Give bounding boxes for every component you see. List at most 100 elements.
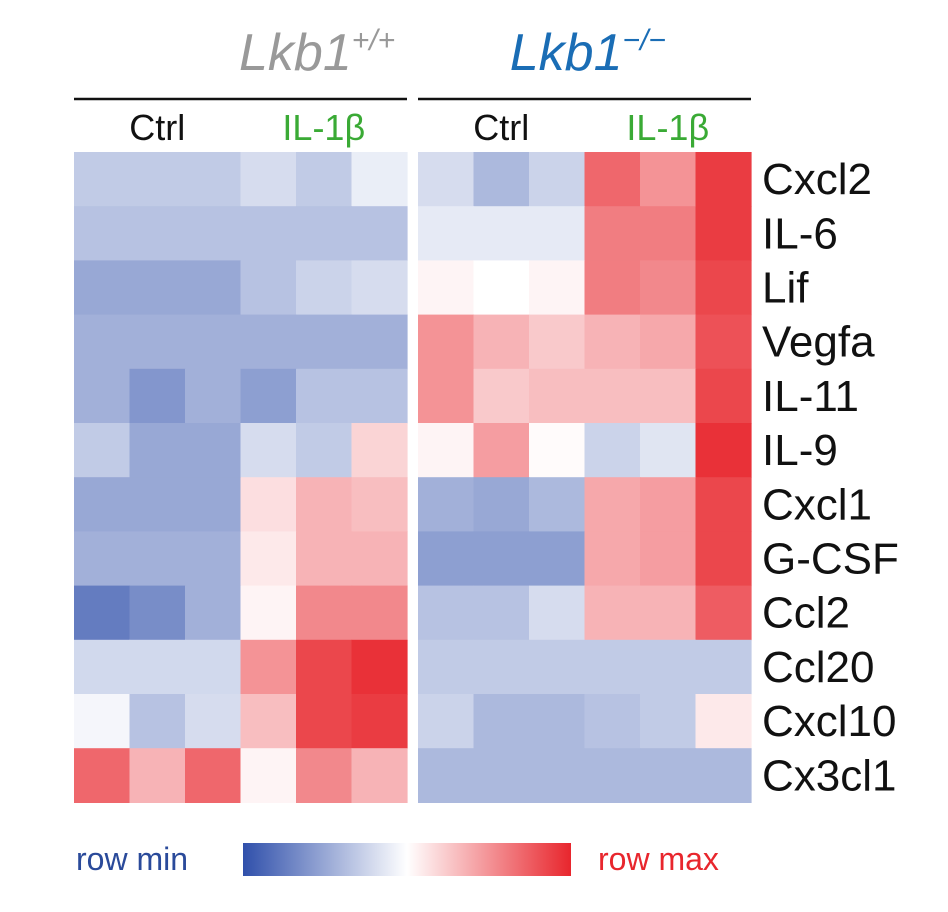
heatmap-cell xyxy=(240,152,297,207)
heatmap-cell xyxy=(296,368,353,424)
heatmap-cell xyxy=(640,477,697,532)
heatmap-cell xyxy=(74,694,131,749)
heatmap-cell xyxy=(473,423,530,478)
gene-label: Ccl2 xyxy=(762,589,850,638)
gene-label: Cxcl10 xyxy=(762,697,897,746)
heatmap-cell xyxy=(296,748,353,803)
heatmap-cell xyxy=(74,314,131,370)
gene-labels: Cxcl2 IL-6 Lif Vegfa IL-11 IL-9 Cxcl1 G-CSF Ccl2… xyxy=(762,155,899,800)
heatmap-cell xyxy=(529,531,586,587)
heatmap-cell xyxy=(640,585,697,641)
heatmap-cell xyxy=(240,314,297,370)
heatmap-cell xyxy=(584,314,641,370)
heatmap-cell xyxy=(129,585,186,641)
gene-label: Lif xyxy=(762,264,809,313)
heatmap-cell xyxy=(296,423,353,478)
heatmap-cell xyxy=(351,585,408,641)
heatmap-cell xyxy=(129,423,186,478)
heatmap-cell xyxy=(418,477,475,532)
heatmap-cell xyxy=(129,152,186,207)
heatmap-cell xyxy=(584,694,641,749)
heatmap-cell xyxy=(695,477,752,532)
heatmap-cell xyxy=(129,260,186,316)
group-title: Lkb1+/+ xyxy=(239,24,395,82)
heatmap-cell xyxy=(185,531,242,587)
heatmap-cell xyxy=(695,694,752,749)
heatmap-cell xyxy=(418,531,475,587)
heatmap-cell xyxy=(240,260,297,316)
gene-label: IL-9 xyxy=(762,426,838,475)
heatmap-cell xyxy=(695,531,752,587)
heatmap-cell xyxy=(418,423,475,478)
condition-label: IL-1β xyxy=(282,107,365,148)
heatmap-cell xyxy=(640,314,697,370)
heatmap-cell xyxy=(74,152,131,207)
heatmap-cell xyxy=(529,694,586,749)
heatmap-cell xyxy=(240,748,297,803)
heatmap-cell xyxy=(185,694,242,749)
heatmap-cell xyxy=(695,639,752,695)
heatmap-cell xyxy=(418,260,475,316)
heatmap-cell xyxy=(418,639,475,695)
heatmap-cell xyxy=(351,423,408,478)
heatmap-cell xyxy=(640,260,697,316)
heatmap-cell xyxy=(418,152,475,207)
heatmap-cells xyxy=(74,152,752,803)
heatmap-cell xyxy=(473,152,530,207)
heatmap-cell xyxy=(129,694,186,749)
heatmap-cell xyxy=(74,477,131,532)
heatmap-cell xyxy=(529,152,586,207)
heatmap-cell xyxy=(473,314,530,370)
heatmap-cell xyxy=(695,748,752,803)
heatmap-cell xyxy=(640,748,697,803)
heatmap-cell xyxy=(185,314,242,370)
heatmap-cell xyxy=(240,423,297,478)
gene-label: G-CSF xyxy=(762,535,899,584)
heatmap-cell xyxy=(351,152,408,207)
heatmap-cell xyxy=(74,368,131,424)
heatmap-cell xyxy=(240,639,297,695)
heatmap-cell xyxy=(129,639,186,695)
heatmap-cell xyxy=(351,639,408,695)
heatmap-cell xyxy=(185,368,242,424)
heatmap-cell xyxy=(473,694,530,749)
heatmap-cell xyxy=(584,152,641,207)
heatmap-cell xyxy=(296,152,353,207)
heatmap-cell xyxy=(129,748,186,803)
condition-label: Ctrl xyxy=(129,107,185,148)
heatmap-cell xyxy=(695,423,752,478)
heatmap-cell xyxy=(473,260,530,316)
heatmap-cell xyxy=(185,477,242,532)
gene-label: Cxcl2 xyxy=(762,155,872,204)
heatmap-cell xyxy=(529,368,586,424)
heatmap-cell xyxy=(529,748,586,803)
legend-max-label: row max xyxy=(598,841,719,877)
heatmap-cell xyxy=(296,260,353,316)
heatmap-cell xyxy=(584,748,641,803)
heatmap-cell xyxy=(640,694,697,749)
heatmap-cell xyxy=(74,748,131,803)
group-title: Lkb1−/− xyxy=(510,24,666,82)
heatmap-cell xyxy=(351,748,408,803)
heatmap-cell xyxy=(695,585,752,641)
heatmap-cell xyxy=(418,585,475,641)
condition-label: IL-1β xyxy=(626,107,709,148)
heatmap-headers: Lkb1+/+ Ctrl IL-1β Lkb1−/− Ctrl IL-1β xyxy=(74,24,751,148)
heatmap-cell xyxy=(240,368,297,424)
heatmap-cell xyxy=(185,639,242,695)
heatmap-cell xyxy=(129,206,186,261)
heatmap-cell xyxy=(640,206,697,261)
heatmap-cell xyxy=(74,423,131,478)
heatmap-cell xyxy=(296,531,353,587)
heatmap-cell xyxy=(529,639,586,695)
heatmap-cell xyxy=(695,368,752,424)
heatmap-cell xyxy=(418,694,475,749)
heatmap-cell xyxy=(473,206,530,261)
heatmap-cell xyxy=(695,206,752,261)
heatmap-cell xyxy=(129,531,186,587)
heatmap-cell xyxy=(351,206,408,261)
heatmap-cell xyxy=(584,368,641,424)
heatmap-cell xyxy=(640,639,697,695)
